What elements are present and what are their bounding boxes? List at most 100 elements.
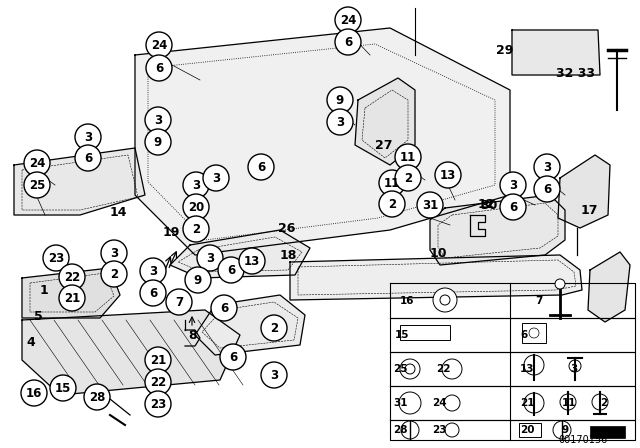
Circle shape [327,109,353,135]
Circle shape [405,364,415,374]
Text: 17: 17 [581,203,598,216]
Text: 6: 6 [227,263,235,276]
Circle shape [101,261,127,287]
Circle shape [529,328,539,338]
Text: 13: 13 [520,364,534,374]
Text: 4: 4 [26,336,35,349]
Circle shape [395,165,421,191]
Text: 6: 6 [543,182,551,195]
Text: 23: 23 [432,425,447,435]
Circle shape [401,421,419,439]
Text: 16: 16 [400,296,415,306]
Text: 9: 9 [562,425,569,435]
Circle shape [248,154,274,180]
Polygon shape [588,252,630,322]
Circle shape [500,194,526,220]
Text: 15: 15 [55,382,71,395]
Text: 3: 3 [206,251,214,264]
Circle shape [239,248,265,274]
Circle shape [75,124,101,150]
Text: 12: 12 [478,198,495,211]
Text: 31: 31 [393,398,408,408]
Text: 6: 6 [155,61,163,74]
Bar [400,325,450,340]
Polygon shape [22,268,120,318]
Circle shape [553,421,571,439]
Circle shape [417,192,443,218]
Text: 3: 3 [543,160,551,173]
Text: 7: 7 [175,296,183,309]
Text: 22: 22 [150,375,166,388]
Circle shape [399,392,421,414]
Circle shape [524,355,544,375]
Text: 23: 23 [48,251,64,264]
Text: 6: 6 [229,350,237,363]
Text: 2: 2 [270,322,278,335]
Circle shape [145,369,171,395]
Text: 19: 19 [163,225,180,238]
Text: 24: 24 [432,398,447,408]
Circle shape [220,344,246,370]
Text: 9: 9 [194,273,202,287]
Text: 3: 3 [149,264,157,277]
Text: 5: 5 [34,310,43,323]
Circle shape [569,360,581,372]
Text: 9: 9 [154,135,162,148]
Text: 6: 6 [220,302,228,314]
Text: 15: 15 [395,330,410,340]
Circle shape [50,375,76,401]
Text: 18: 18 [280,249,298,262]
Circle shape [335,29,361,55]
Circle shape [140,258,166,284]
Circle shape [145,391,171,417]
Text: 26: 26 [278,221,296,234]
Polygon shape [22,310,240,395]
Circle shape [335,7,361,33]
Text: 11: 11 [400,151,416,164]
Text: 21: 21 [150,353,166,366]
Circle shape [101,240,127,266]
Text: 30: 30 [480,198,497,211]
Polygon shape [512,30,600,75]
Circle shape [59,264,85,290]
Circle shape [183,194,209,220]
Text: 14: 14 [110,206,127,219]
Text: 28: 28 [89,391,105,404]
Circle shape [400,359,420,379]
Circle shape [524,393,544,413]
Circle shape [21,380,47,406]
Bar [590,426,625,438]
Circle shape [379,191,405,217]
Text: 24: 24 [29,156,45,169]
Text: 7: 7 [535,296,542,306]
Circle shape [84,384,110,410]
Text: 6: 6 [257,160,265,173]
Circle shape [43,245,69,271]
Text: 3: 3 [509,178,517,191]
Text: 9: 9 [336,94,344,107]
Text: 2: 2 [600,398,607,408]
Text: 32 33: 32 33 [556,66,595,79]
Circle shape [435,162,461,188]
Text: 22: 22 [436,364,451,374]
Circle shape [500,172,526,198]
Text: 6: 6 [509,201,517,214]
Circle shape [24,172,50,198]
Circle shape [379,170,405,196]
Text: 25: 25 [393,364,408,374]
Circle shape [560,394,576,410]
Text: 6: 6 [84,151,92,164]
Circle shape [444,395,460,411]
Polygon shape [14,148,145,215]
Text: 3: 3 [270,369,278,382]
Polygon shape [430,195,565,265]
Circle shape [534,176,560,202]
Text: 6: 6 [344,35,352,48]
Circle shape [145,347,171,373]
Circle shape [185,267,211,293]
Bar [519,423,541,437]
Text: 2: 2 [388,198,396,211]
Circle shape [211,295,237,321]
Circle shape [183,172,209,198]
Circle shape [592,394,608,410]
